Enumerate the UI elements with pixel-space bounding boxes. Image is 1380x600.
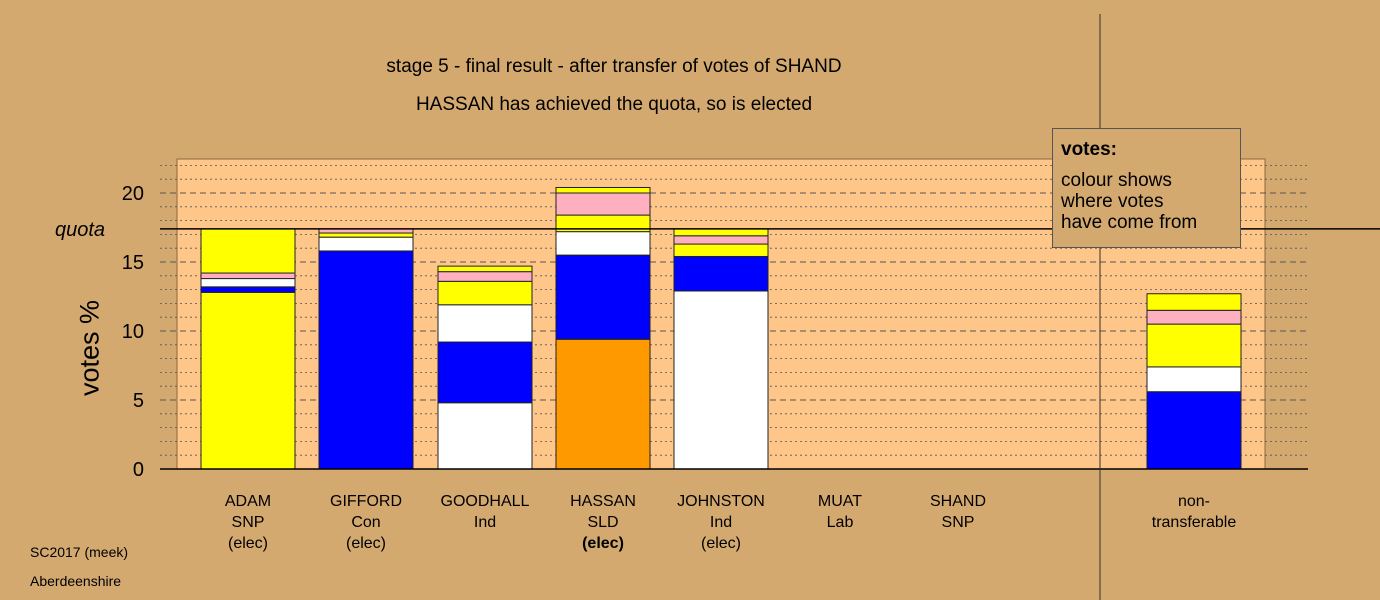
bar-segment [437,402,533,470]
bar-segment [200,228,296,274]
y-tick-label: 20 [122,183,144,205]
candidate-label-line: Ind [709,514,733,531]
candidate-label-line: non- [1177,493,1211,510]
quota-label: quota [55,219,106,241]
bar-segment [200,278,296,288]
bar-segment [673,243,769,257]
candidate-label-line: ADAM [224,493,272,510]
bar-segment [1146,293,1242,311]
bar-segment [200,286,296,293]
legend-line: have come from [1061,212,1198,233]
bar-segment [673,235,769,245]
candidate-label: HASSAN SLD (elec) [543,491,663,554]
candidate-label-line: (elec) [700,535,741,552]
candidate-label: JOHNSTON Ind (elec) [661,491,781,554]
bar-segment [318,236,414,252]
candidate-label: MUAT Lab [780,491,900,533]
candidate-label: GOODHALL Ind [425,491,545,533]
bar-segment [673,255,769,292]
bar-segment [437,265,533,273]
bar-segment [200,272,296,280]
bar-segment [555,231,651,256]
candidate-label-line: GIFFORD [330,493,402,510]
chart-title: stage 5 - final result - after transfer … [386,56,842,77]
bar-segment [1146,309,1242,325]
bar-segment [437,280,533,306]
bar-segment [555,254,651,340]
bar-segment [437,304,533,343]
bar-segment [200,291,296,470]
bar-segment [318,232,414,238]
candidate-label-line: (elec) [227,535,268,552]
candidate-label-line: Ind [473,514,497,531]
bar-segment [1146,323,1242,368]
bar-segment [318,250,414,470]
y-tick-label: 10 [122,321,144,343]
candidate-label-line: SLD [587,514,619,531]
candidate-label-line: MUAT [817,493,863,510]
bar-segment [1146,391,1242,470]
bar-segment [437,271,533,282]
legend-line: where votes [1061,191,1164,212]
y-tick-label: 5 [133,390,144,412]
candidate-label-line: SNP [231,514,265,531]
candidate-label-line: GOODHALL [440,493,530,510]
bar-segment [673,290,769,470]
bar-segment [437,341,533,404]
y-axis: 0 5 10 15 20 [122,183,1380,481]
candidate-label-line: transferable [1151,514,1237,531]
footer-election: SC2017 (meek) [30,544,129,560]
candidate-label-line: Con [351,514,381,531]
bar-segment [555,338,651,470]
y-tick-label: 0 [133,459,144,481]
bars [200,186,1242,470]
candidate-label-line: (elec) [345,535,386,552]
bar-segment [555,186,651,194]
y-axis-label: votes % [74,299,105,397]
bar-segment [673,228,769,237]
candidate-label: GIFFORD Con (elec) [306,491,426,554]
candidate-label-line: SNP [941,514,975,531]
candidate-label-line: JOHNSTON [677,493,765,510]
footer-council: Aberdeenshire [30,573,122,589]
bar-segment [1146,366,1242,393]
candidate-label-line: (elec) [582,535,624,552]
candidate-label: SHAND SNP [898,491,1018,533]
chart-subtitle: HASSAN has achieved the quota, so is ele… [415,94,813,115]
candidate-label-line: SHAND [929,493,986,510]
candidate-label-line: Lab [826,514,854,531]
legend-line: colour shows [1061,170,1172,191]
legend: votes: colour shows where votes have com… [1052,128,1241,248]
y-tick-label: 15 [122,252,144,274]
bar-segment [555,192,651,216]
candidate-label: non-transferable [1134,491,1254,533]
candidate-label: ADAM SNP (elec) [188,491,308,554]
legend-heading: votes: [1061,139,1117,160]
candidate-label-line: HASSAN [570,493,636,510]
